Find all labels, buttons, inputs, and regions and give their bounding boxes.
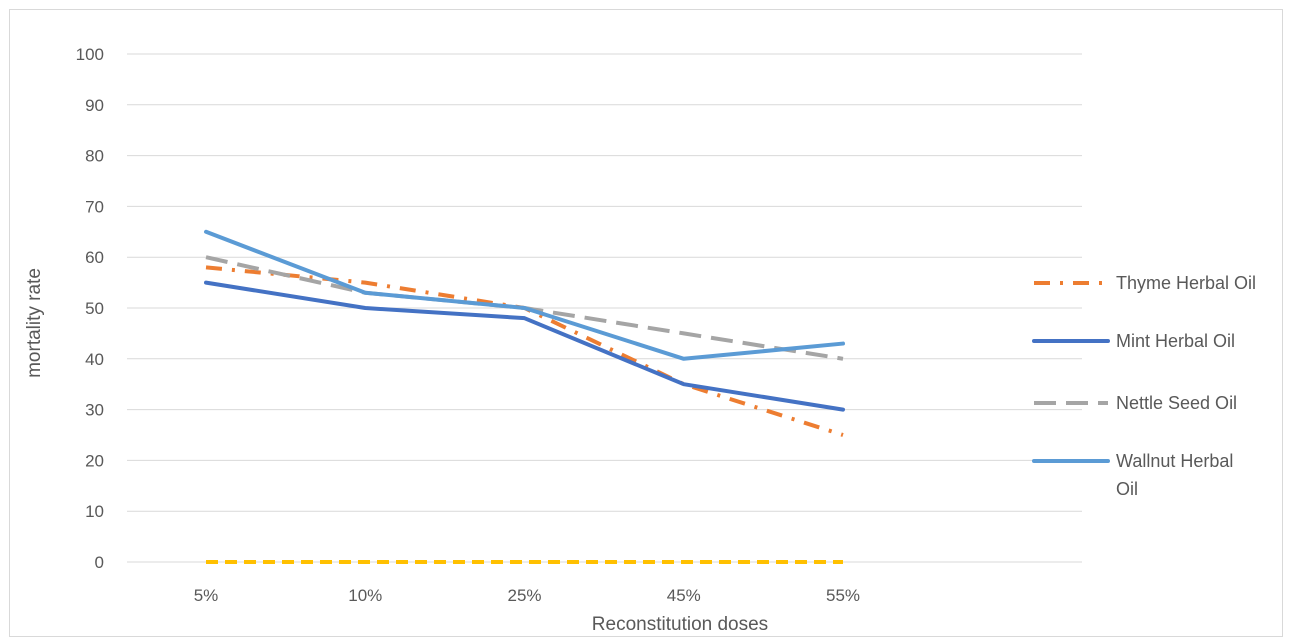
y-tick-label: 100 [76, 45, 104, 64]
x-tick-label: 5% [194, 586, 219, 605]
chart-frame [9, 9, 1283, 637]
x-tick-label: 55% [826, 586, 860, 605]
y-tick-label: 70 [85, 197, 104, 216]
y-tick-label: 80 [85, 147, 104, 166]
x-axis-ticks: 5% 10% 25% 45% 55% [194, 586, 860, 605]
legend-label: Thyme Herbal Oil [1116, 273, 1256, 293]
legend-label: Nettle Seed Oil [1116, 393, 1237, 413]
y-tick-label: 30 [85, 401, 104, 420]
y-axis-title: mortality rate [24, 268, 45, 378]
legend: Thyme Herbal Oil Mint Herbal Oil Nettle Se… [1032, 273, 1256, 499]
x-tick-label: 10% [348, 586, 382, 605]
x-axis-title: Reconstitution doses [592, 614, 768, 635]
y-tick-label: 90 [85, 96, 104, 115]
series-line-wallnut-herbal-oil [204, 229, 845, 361]
y-axis-ticks: 0 10 20 30 40 50 60 70 80 90 100 [76, 45, 104, 572]
y-tick-label: 60 [85, 248, 104, 267]
gridlines [127, 53, 1082, 563]
y-tick-label: 40 [85, 350, 104, 369]
series-line-mint-herbal-oil [204, 280, 845, 412]
y-tick-label: 0 [95, 553, 104, 572]
x-tick-label: 25% [507, 586, 541, 605]
series-lines [204, 229, 845, 564]
y-tick-label: 50 [85, 299, 104, 318]
x-tick-label: 45% [667, 586, 701, 605]
y-tick-label: 20 [85, 451, 104, 470]
y-tick-label: 10 [85, 502, 104, 521]
legend-label: Wallnut Herbal Oil [1116, 451, 1233, 499]
legend-label: Mint Herbal Oil [1116, 331, 1235, 351]
